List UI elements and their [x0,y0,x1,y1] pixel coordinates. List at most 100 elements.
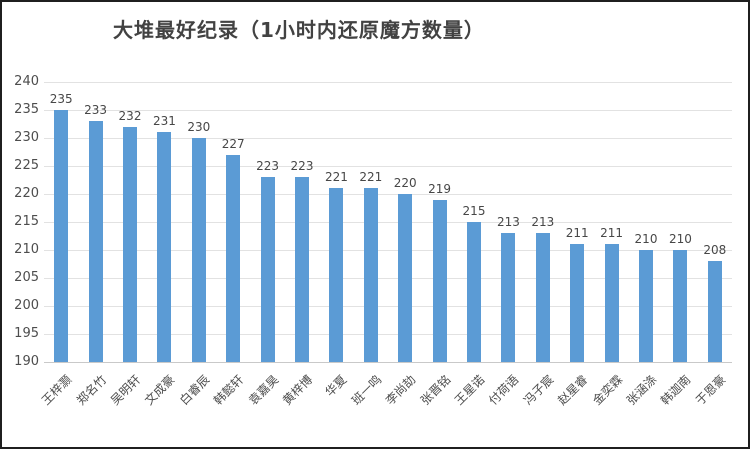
data-label: 232 [118,108,142,123]
y-tick-label: 195 [14,326,39,341]
y-tick-label: 230 [14,130,39,145]
x-tick-label-text: 吴明轩 [107,372,144,408]
bar [363,188,378,362]
y-tick-label: 210 [14,242,39,257]
data-label: 211 [565,226,589,241]
x-tick-label-text: 班一鸣 [348,372,385,408]
x-tick-label-text: 冯子宸 [520,372,557,408]
x-tick-label: 韩懿轩 [35,369,246,407]
x-tick-label-text: 付荷语 [486,372,522,408]
bar [329,188,344,362]
y-tick-label: 190 [14,354,39,369]
gridline [44,278,732,279]
x-tick-label: 张晋铭 [242,369,453,407]
bar [467,222,481,362]
x-tick-label: 于恩豪 [517,369,728,407]
bar [673,250,688,362]
x-tick-label: 班一鸣 [173,369,384,407]
bar [226,154,241,362]
data-label: 210 [668,232,692,246]
x-tick-label: 华夏 [138,369,350,399]
data-label: 221 [359,170,383,185]
gridline [44,306,732,307]
data-label: 220 [393,176,417,190]
x-tick-label: 王梓灏 [2,369,74,407]
bar [432,199,447,362]
y-tick-label: 205 [14,270,39,285]
data-label: 231 [152,114,176,129]
x-tick-label: 郑名竹 [2,369,109,407]
x-tick-label-text: 王星诺 [451,372,488,408]
x-tick-label-text: 金奕霖 [589,372,625,408]
data-label: 223 [256,159,280,174]
x-tick-label-text: 李尚劼 [383,372,419,408]
bar [157,132,172,362]
chart-title: 大堆最好纪录（1小时内还原魔方数量） [113,18,485,42]
x-tick-label-text: 韩懿轩 [211,372,247,408]
data-label: 227 [221,136,245,151]
x-tick-label: 白睿辰 [2,369,212,407]
data-label: 215 [462,204,486,218]
bar [535,233,550,362]
bar [707,261,722,362]
x-tick-label-text: 郑名竹 [73,372,109,408]
plot-area: 235 233 232 231 230 227 223 223 221 221 220 219 215 2… [44,82,732,363]
data-label: 235 [49,92,73,106]
x-tick-label: 吴明轩 [2,369,143,407]
x-tick-label-text: 张晋铭 [417,372,453,408]
y-tick-label: 225 [14,158,39,173]
bar [191,138,206,362]
bar [639,250,653,362]
x-tick-label-text: 黄梓博 [279,372,316,408]
data-label: 210 [634,232,658,246]
x-tick-label-text: 袁嘉昊 [245,372,281,408]
bar [398,194,413,362]
data-label: 221 [324,170,348,185]
data-label: 219 [428,181,452,196]
gridline [44,138,732,139]
bar [123,126,137,362]
x-tick-label: 金奕霖 [414,369,625,407]
data-label: 233 [84,103,108,118]
bar [54,110,69,362]
x-tick-label-text: 华夏 [322,372,350,400]
bar [570,244,585,362]
gridline [44,82,732,83]
bar [88,121,103,362]
data-label: 211 [600,226,624,241]
x-tick-label-text: 王梓灏 [39,372,75,408]
y-tick-label: 240 [14,74,39,89]
x-tick-label: 王星诺 [276,369,487,407]
gridline [44,194,732,195]
x-tick-label: 付荷语 [310,369,521,407]
gridline [44,166,732,167]
bar [604,244,619,362]
y-tick-label: 215 [14,214,39,229]
x-tick-label: 冯子宸 [345,369,556,407]
x-tick-label-text: 于恩豪 [692,372,729,408]
y-tick-label: 200 [14,298,39,313]
bar [501,233,516,362]
x-tick-label-text: 张涵涤 [623,372,660,408]
x-tick-label: 袁嘉昊 [70,369,281,407]
data-label: 230 [187,120,211,134]
x-tick-label-text: 文成豪 [142,372,178,408]
x-tick-label-text: 白睿辰 [176,372,213,408]
data-label: 213 [496,215,520,230]
y-tick-label: 235 [14,102,39,117]
x-axis-line [44,362,732,363]
gridline [44,110,732,111]
x-tick-label-text: 韩迦南 [658,372,694,408]
x-tick-label: 韩迦南 [482,369,693,407]
bar [295,177,309,362]
data-label: 213 [531,215,555,230]
x-tick-label: 文成豪 [2,369,177,407]
x-tick-label: 张涵涤 [448,369,659,407]
x-tick-label-text: 赵星睿 [555,372,591,408]
bar [260,177,275,362]
y-tick-label: 220 [14,186,39,201]
gridline [44,222,732,223]
gridline [44,250,732,251]
data-label: 223 [290,159,314,174]
